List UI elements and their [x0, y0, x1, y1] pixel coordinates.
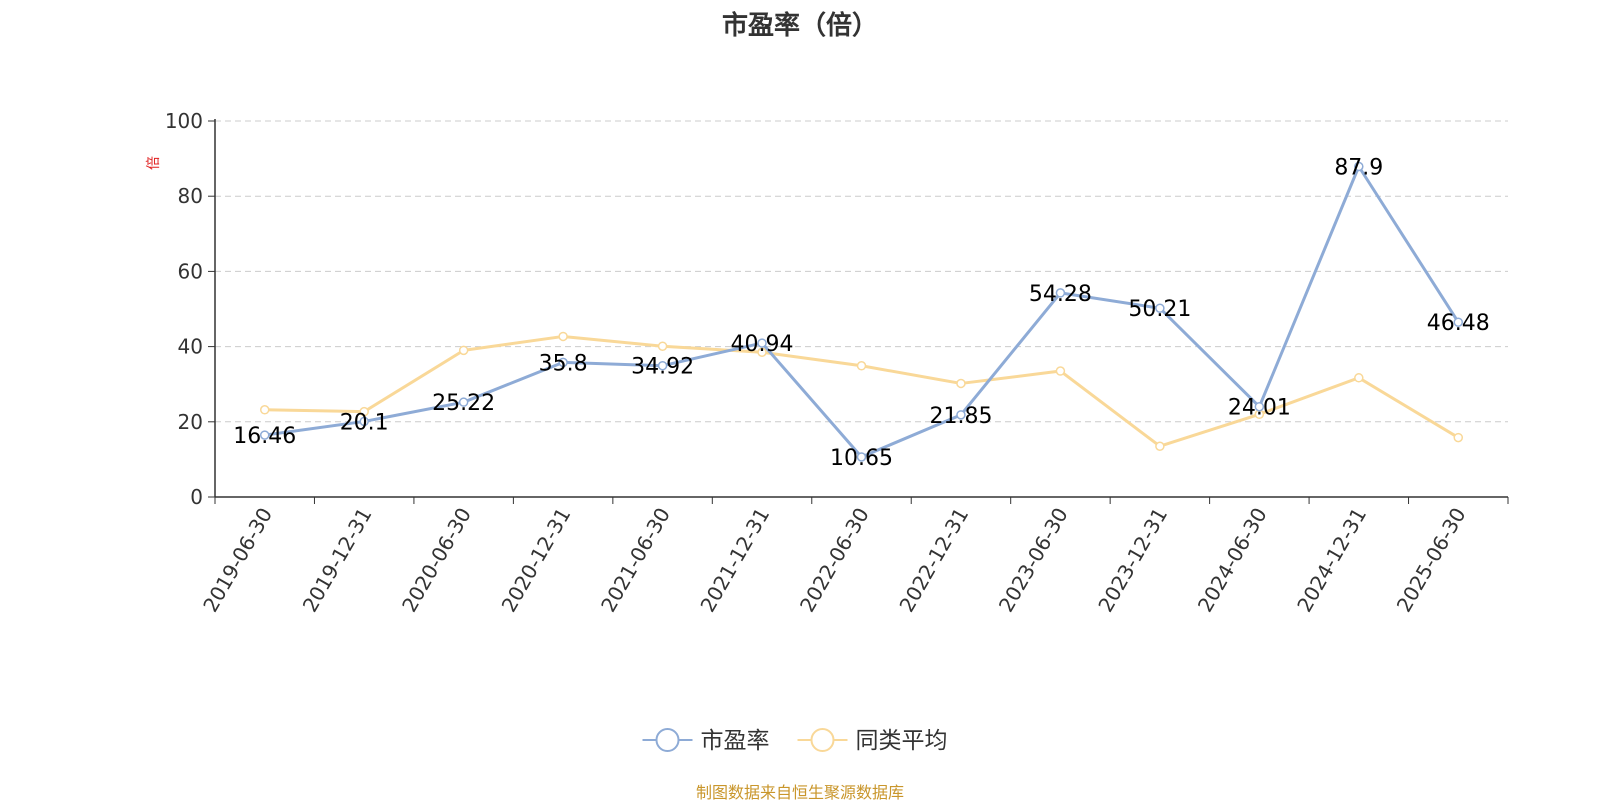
data-point: [1055, 288, 1066, 298]
data-point: [458, 397, 469, 407]
y-tick-label: 40: [178, 335, 203, 359]
data-label: 87.9: [1334, 155, 1383, 180]
x-tick-label: 2022-06-30: [795, 504, 874, 617]
data-point: [1354, 373, 1364, 383]
legend: 市盈率 同类平均: [642, 728, 948, 754]
data-label: 54.28: [1029, 282, 1092, 307]
data-label: 20.1: [340, 410, 389, 435]
data-point: [458, 345, 469, 356]
y-tick-label: 0: [190, 485, 203, 509]
x-tick-label: 2019-12-31: [298, 504, 377, 617]
data-point: [657, 341, 668, 351]
data-label: 50.21: [1128, 297, 1191, 322]
legend-item: 同类平均: [797, 728, 948, 754]
data-label: 24.01: [1228, 396, 1291, 421]
grid-lines: [215, 120, 1508, 423]
legend-circle-icon: [810, 728, 835, 752]
data-label: 46.48: [1427, 311, 1490, 336]
x-tick-label: 2019-06-30: [198, 504, 277, 617]
data-point: [1254, 401, 1265, 412]
data-point: [1354, 161, 1364, 172]
data-label: 34.92: [631, 355, 694, 380]
legend-label: 市盈率: [701, 728, 770, 754]
data-point: [558, 331, 568, 342]
data-label: 16.46: [233, 424, 296, 449]
data-point: [757, 338, 767, 348]
y-tick-label: 20: [178, 410, 203, 434]
data-point: [757, 347, 767, 357]
y-tick-label: 100: [165, 109, 203, 133]
series: [259, 161, 1464, 462]
x-tick-label: 2022-12-31: [894, 504, 973, 617]
source-footer: 制图数据来自恒生聚源数据库: [695, 783, 904, 802]
data-point: [1155, 441, 1165, 451]
data-label: 25.22: [432, 391, 495, 416]
x-tick-label: 2024-06-30: [1193, 504, 1272, 617]
x-tick-label: 2023-12-31: [1093, 504, 1172, 617]
legend-circle-icon: [655, 728, 680, 752]
y-tick-label: 80: [178, 184, 203, 208]
x-tick-label: 2021-12-31: [695, 504, 774, 617]
data-point: [259, 405, 270, 415]
legend-item: 市盈率: [642, 728, 770, 754]
data-point: [259, 430, 270, 440]
data-label: 35.8: [539, 351, 588, 376]
data-label: 40.94: [731, 332, 794, 357]
data-point: [1155, 303, 1165, 313]
data-point: [359, 416, 369, 427]
x-tick-label: 2021-06-30: [596, 504, 675, 617]
x-tick-label: 2024-12-31: [1292, 504, 1371, 617]
x-tick-label: 2025-06-30: [1392, 504, 1471, 617]
data-labels: 16.46 20.1 25.22 35.8 34.92 40.94 10.65 21.85 54…: [233, 155, 1490, 470]
data-point: [956, 410, 966, 420]
data-point: [657, 360, 668, 371]
x-tick-label: 2020-12-31: [497, 504, 576, 617]
data-point: [1453, 432, 1464, 443]
data-point: [1055, 366, 1066, 376]
data-label: 21.85: [929, 404, 992, 429]
y-tick-label: 60: [178, 259, 203, 283]
chart-title: 市盈率（倍）: [722, 10, 878, 41]
x-tick-label: 2023-06-30: [994, 504, 1073, 617]
legend-label: 同类平均: [856, 728, 948, 754]
data-point: [856, 452, 867, 462]
data-point: [1453, 317, 1464, 327]
x-tick-label: 2020-06-30: [397, 503, 476, 616]
data-point: [558, 357, 568, 368]
data-point: [856, 361, 867, 371]
data-point: [359, 406, 369, 417]
data-point: [956, 378, 966, 389]
data-label: 10.65: [830, 446, 893, 471]
y-axis-label: 倍: [146, 156, 162, 170]
